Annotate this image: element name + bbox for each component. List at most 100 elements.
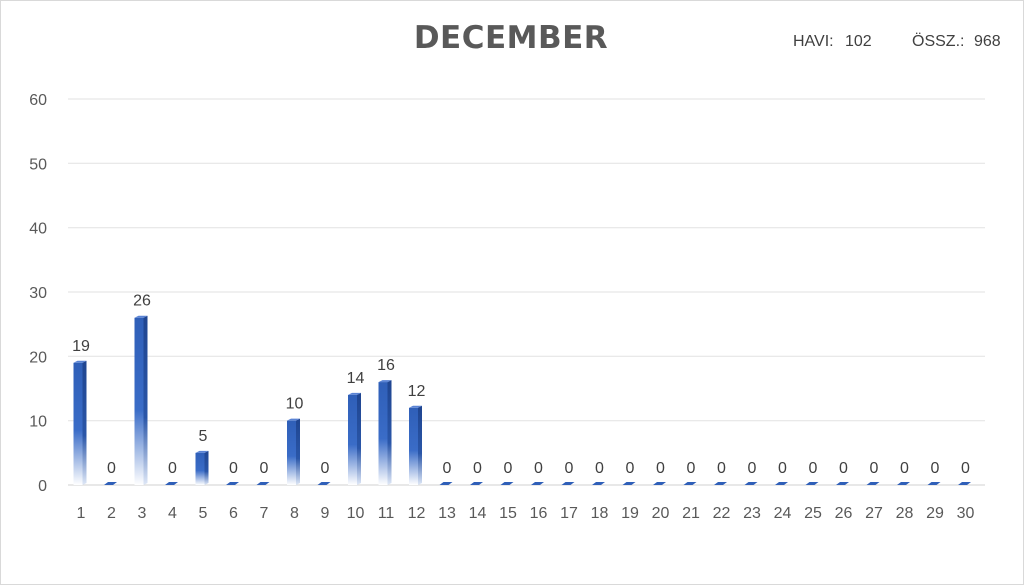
bar <box>226 482 239 485</box>
data-label: 0 <box>656 460 665 477</box>
bar <box>348 392 361 485</box>
data-label: 0 <box>839 460 848 477</box>
gridlines <box>68 98 985 486</box>
bars <box>73 315 971 485</box>
x-tick-label: 13 <box>438 505 456 522</box>
y-tick-label: 20 <box>29 349 47 366</box>
bar <box>775 482 788 485</box>
data-label: 0 <box>473 460 482 477</box>
x-tick-label: 24 <box>774 505 792 522</box>
data-label: 0 <box>168 460 177 477</box>
bar <box>470 482 483 485</box>
data-label: 0 <box>534 460 543 477</box>
havi-label: HAVI: <box>793 33 834 50</box>
x-tick-label: 18 <box>591 505 609 522</box>
x-axis-ticks: 1 2 3 4 5 6 7 8 9 10 11 12 13 14 15 16 17 18 19 20 21 22 23 24 2… <box>77 505 975 522</box>
x-tick-label: 4 <box>168 505 177 522</box>
x-tick-label: 29 <box>926 505 944 522</box>
bar <box>561 482 575 485</box>
ossz-value: 968 <box>974 33 1001 50</box>
data-label: 0 <box>778 460 787 477</box>
bar <box>866 482 880 485</box>
bar <box>714 482 727 485</box>
data-label: 0 <box>504 460 513 477</box>
x-tick-label: 17 <box>560 505 578 522</box>
data-label: 0 <box>595 460 604 477</box>
x-tick-label: 10 <box>347 505 365 522</box>
data-label: 0 <box>229 460 238 477</box>
x-tick-label: 3 <box>138 505 147 522</box>
bar <box>531 482 544 485</box>
x-tick-label: 16 <box>530 505 548 522</box>
x-tick-label: 20 <box>652 505 670 522</box>
data-label: 26 <box>133 293 151 310</box>
bar <box>73 360 87 485</box>
bar <box>592 482 605 485</box>
data-label: 10 <box>286 396 304 413</box>
x-tick-label: 21 <box>682 505 700 522</box>
bar <box>622 482 636 485</box>
data-label: 0 <box>321 460 330 477</box>
data-label: 16 <box>377 357 395 374</box>
bar <box>378 380 392 485</box>
x-tick-label: 1 <box>77 505 86 522</box>
bar <box>165 482 178 485</box>
data-label: 0 <box>107 460 116 477</box>
bar <box>409 405 422 485</box>
x-tick-label: 11 <box>378 505 395 522</box>
bar <box>744 482 758 485</box>
x-tick-label: 8 <box>290 505 299 522</box>
bar <box>195 450 209 485</box>
x-tick-label: 23 <box>743 505 761 522</box>
x-tick-label: 28 <box>896 505 914 522</box>
data-label: 0 <box>565 460 574 477</box>
x-tick-label: 25 <box>804 505 822 522</box>
y-tick-label: 40 <box>29 221 47 238</box>
y-axis-ticks: 0 10 20 30 40 50 60 <box>29 92 47 495</box>
x-tick-label: 5 <box>199 505 208 522</box>
ossz-label: ÖSSZ.: <box>912 33 965 50</box>
bar <box>897 482 910 485</box>
bar <box>104 482 117 485</box>
y-tick-label: 60 <box>29 92 47 109</box>
bar <box>683 482 697 485</box>
bar <box>927 482 941 485</box>
bar <box>500 482 514 485</box>
bar <box>134 315 148 485</box>
bar <box>287 418 300 485</box>
havi-value: 102 <box>845 33 872 50</box>
y-tick-label: 10 <box>29 414 47 431</box>
x-tick-label: 9 <box>321 505 330 522</box>
x-tick-label: 26 <box>835 505 853 522</box>
data-labels: 19 0 26 0 5 0 0 10 0 14 16 12 0 0 0 0 0 0 0 0 0 0 0 0 0 0 0 0 0 0 <box>72 293 970 477</box>
y-tick-label: 30 <box>29 285 47 302</box>
bar <box>836 482 849 485</box>
bar <box>805 482 819 485</box>
x-tick-label: 30 <box>957 505 975 522</box>
bar <box>653 482 666 485</box>
data-label: 0 <box>961 460 970 477</box>
data-label: 0 <box>687 460 696 477</box>
x-tick-label: 22 <box>713 505 731 522</box>
data-label: 0 <box>809 460 818 477</box>
data-label: 5 <box>199 428 208 445</box>
data-label: 0 <box>717 460 726 477</box>
data-label: 0 <box>870 460 879 477</box>
x-tick-label: 27 <box>865 505 883 522</box>
x-tick-label: 12 <box>408 505 426 522</box>
data-label: 0 <box>931 460 940 477</box>
data-label: 0 <box>900 460 909 477</box>
x-tick-label: 19 <box>621 505 639 522</box>
bar <box>958 482 971 485</box>
x-tick-label: 2 <box>107 505 116 522</box>
x-tick-label: 7 <box>260 505 269 522</box>
x-tick-label: 15 <box>499 505 517 522</box>
bar <box>439 482 453 485</box>
x-tick-label: 14 <box>469 505 487 522</box>
x-tick-label: 6 <box>229 505 238 522</box>
data-label: 19 <box>72 338 90 355</box>
bar <box>317 482 331 485</box>
data-label: 0 <box>748 460 757 477</box>
chart-title: DECEMBER <box>413 20 609 56</box>
